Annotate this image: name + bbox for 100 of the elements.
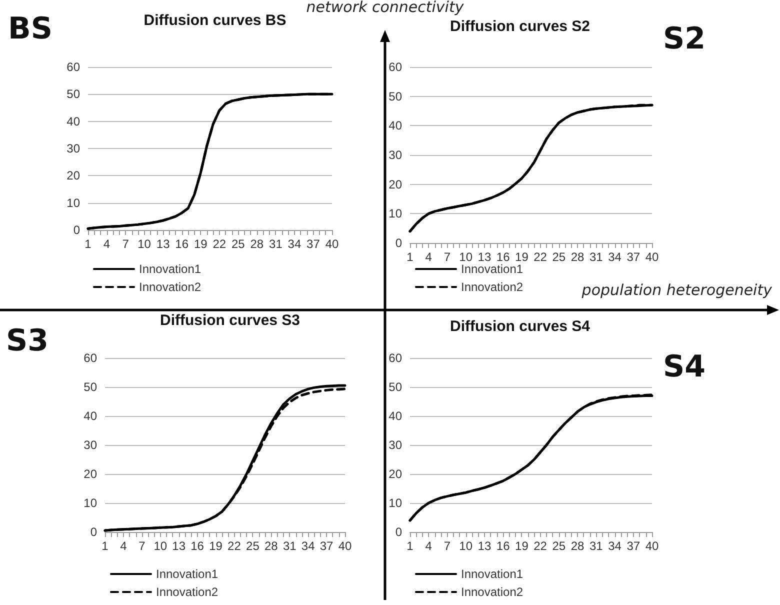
y-tick-label: 0 [395, 236, 402, 250]
y-tick-label: 0 [395, 525, 402, 539]
x-tick-label: 28 [250, 237, 264, 251]
text: BS [8, 12, 52, 46]
x-tick-label: 1 [406, 539, 414, 553]
y-tick-label: 60 [66, 60, 80, 74]
text: S2 [663, 22, 706, 56]
x-tick-label: 37 [626, 250, 640, 264]
text: S4 [663, 350, 706, 384]
x-tick-label: 4 [120, 539, 128, 553]
y-tick-label: 10 [66, 196, 80, 210]
x-tick-label: 22 [534, 539, 548, 553]
x-tick-label: 7 [444, 250, 451, 264]
y-tick-label: 40 [84, 409, 98, 423]
y-tick-label: 40 [388, 409, 402, 423]
chart-title: Diffusion curves S2 [450, 18, 590, 35]
x-tick-label: 19 [515, 250, 529, 264]
y-tick-label: 20 [66, 168, 80, 183]
y-tick-label: 30 [388, 438, 402, 452]
y-tick-label: 10 [84, 496, 98, 510]
x-tick-label: 40 [645, 539, 659, 553]
x-tick-label: 22 [534, 250, 548, 264]
x-tick-label: 40 [338, 539, 352, 553]
x-tick-label: 4 [103, 237, 110, 251]
x-tick-label: 40 [645, 250, 659, 264]
y-tick-label: 20 [388, 467, 402, 481]
x-tick-label: 16 [175, 237, 189, 251]
y-tick-label: 60 [388, 60, 402, 74]
y-tick-label: 20 [388, 177, 402, 192]
text: population heterogeneity [582, 281, 772, 299]
x-tick-label: 31 [269, 237, 283, 251]
x-tick-label: 25 [231, 237, 246, 251]
x-tick-label: 10 [138, 237, 152, 251]
x-tick-label: 22 [212, 237, 226, 251]
text: network connectivity [306, 0, 464, 16]
x-tick-label: 25 [552, 250, 566, 264]
x-tick-label: 19 [194, 237, 208, 251]
x-tick-label: 16 [496, 250, 510, 264]
y-tick-label: 40 [66, 114, 80, 128]
legend-label: Innovation1 [139, 262, 202, 276]
x-tick-label: 34 [608, 250, 622, 264]
y-tick-label: 30 [388, 148, 402, 162]
y-tick-label: 50 [388, 89, 402, 104]
x-tick-label: 1 [84, 237, 92, 251]
chart-title: Diffusion curves S4 [450, 318, 591, 335]
y-tick-label: 60 [388, 351, 402, 365]
x-tick-label: 7 [122, 237, 130, 251]
x-tick-label: 1 [406, 250, 414, 264]
x-tick-label: 13 [478, 250, 492, 264]
legend-label: Innovation2 [156, 585, 218, 599]
legend-label: Innovation2 [461, 585, 524, 599]
x-tick-label: 16 [190, 539, 204, 553]
legend-label: Innovation1 [461, 567, 524, 581]
y-tick-label: 10 [388, 496, 402, 510]
y-tick-label: 60 [84, 351, 98, 365]
y-tick-label: 20 [84, 467, 98, 481]
x-tick-label: 7 [444, 539, 451, 553]
legend-label: Innovation2 [461, 280, 524, 294]
x-tick-label: 10 [459, 250, 473, 264]
x-tick-label: 31 [589, 250, 604, 264]
y-tick-label: 50 [84, 380, 98, 394]
y-tick-label: 30 [66, 142, 80, 156]
x-tick-label: 25 [246, 539, 260, 553]
legend-label: Innovation1 [156, 567, 218, 581]
x-tick-label: 28 [570, 250, 585, 264]
x-tick-label: 4 [425, 250, 432, 264]
legend-label: Innovation2 [139, 280, 202, 294]
y-tick-label: 30 [84, 438, 98, 452]
x-tick-label: 13 [156, 237, 170, 251]
chart-title: Diffusion curves BS [144, 12, 286, 29]
x-tick-label: 10 [459, 539, 473, 553]
text: S3 [6, 324, 48, 358]
x-tick-label: 28 [570, 539, 585, 553]
x-tick-label: 10 [154, 539, 168, 553]
y-tick-label: 0 [90, 525, 98, 539]
x-tick-label: 37 [626, 539, 640, 553]
x-tick-label: 25 [552, 539, 566, 553]
x-tick-label: 37 [306, 237, 320, 251]
x-tick-label: 4 [425, 539, 432, 553]
x-tick-label: 19 [515, 539, 529, 553]
x-tick-label: 13 [172, 539, 186, 553]
x-tick-label: 28 [264, 539, 278, 553]
x-tick-label: 13 [478, 539, 492, 553]
x-tick-label: 31 [589, 539, 604, 553]
y-tick-label: 50 [388, 380, 402, 394]
x-tick-label: 7 [138, 539, 146, 553]
chart-title: Diffusion curves S3 [160, 312, 300, 329]
x-tick-label: 19 [209, 539, 223, 553]
y-tick-label: 50 [66, 87, 80, 102]
x-tick-label: 34 [288, 237, 302, 251]
y-tick-label: 0 [73, 223, 80, 237]
x-tick-label: 16 [496, 539, 510, 553]
x-tick-label: 34 [608, 539, 622, 553]
x-tick-label: 40 [325, 237, 339, 251]
x-tick-label: 22 [228, 539, 242, 553]
x-tick-label: 1 [102, 539, 109, 553]
x-tick-label: 37 [320, 539, 334, 553]
legend-label: Innovation1 [461, 262, 524, 276]
x-tick-label: 31 [282, 539, 297, 553]
x-tick-label: 34 [301, 539, 316, 553]
